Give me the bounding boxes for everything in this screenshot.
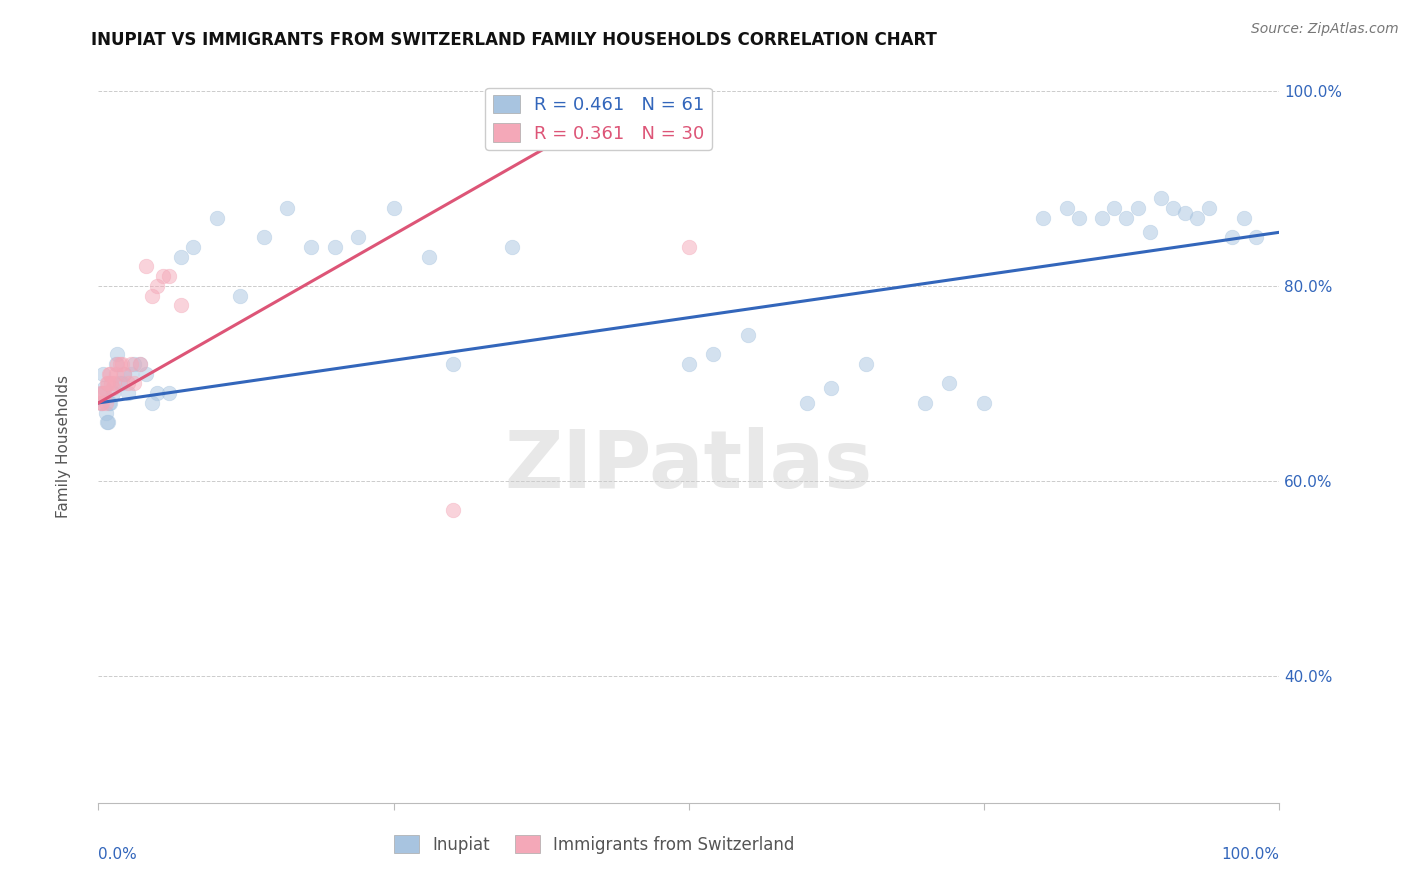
Point (702, 347, 724, 361)
Point (796, 396, 818, 410)
Point (105, 357, 128, 371)
Point (94, 406, 117, 420)
Point (855, 357, 877, 371)
Point (108, 357, 131, 371)
Point (98, 367, 121, 381)
Point (973, 396, 995, 410)
Point (97, 376, 120, 391)
Point (91, 396, 114, 410)
Point (91, 386, 114, 401)
Point (501, 240, 523, 254)
Text: 0.0%: 0.0% (98, 847, 138, 862)
Point (441, 357, 464, 371)
Point (157, 386, 180, 401)
Point (1198, 201, 1220, 215)
Point (299, 240, 322, 254)
Point (89, 386, 111, 401)
Point (157, 269, 180, 284)
Point (1185, 211, 1208, 225)
Point (1244, 230, 1267, 244)
Point (117, 386, 139, 401)
Point (135, 367, 157, 381)
Point (128, 357, 150, 371)
Point (170, 250, 193, 264)
Point (347, 230, 370, 244)
Point (1056, 201, 1078, 215)
Point (117, 376, 139, 391)
Point (323, 240, 346, 254)
Point (128, 357, 150, 371)
Text: INUPIAT VS IMMIGRANTS FROM SWITZERLAND FAMILY HOUSEHOLDS CORRELATION CHART: INUPIAT VS IMMIGRANTS FROM SWITZERLAND F… (91, 31, 938, 49)
Point (205, 211, 228, 225)
Point (121, 357, 143, 371)
Point (105, 367, 128, 381)
Point (96, 376, 118, 391)
Point (97, 416, 120, 430)
Point (146, 386, 169, 401)
Point (122, 376, 145, 391)
Point (276, 201, 298, 215)
Point (1032, 211, 1054, 225)
Point (103, 376, 125, 391)
Point (91, 386, 114, 401)
Text: Family Households: Family Households (56, 375, 70, 517)
Point (108, 376, 131, 391)
Point (737, 327, 759, 342)
Point (112, 367, 135, 381)
Point (91, 367, 114, 381)
Point (1161, 201, 1184, 215)
Point (100, 376, 122, 391)
Point (1115, 211, 1137, 225)
Point (1126, 201, 1149, 215)
Point (96, 416, 118, 430)
Point (101, 386, 124, 401)
Point (1220, 230, 1243, 244)
Point (90, 396, 112, 410)
Point (441, 503, 464, 517)
Point (90, 396, 112, 410)
Text: Source: ZipAtlas.com: Source: ZipAtlas.com (1251, 22, 1399, 37)
Point (93, 381, 115, 395)
Point (1102, 201, 1125, 215)
Point (382, 201, 405, 215)
Point (1174, 206, 1197, 220)
Point (122, 357, 145, 371)
Point (1150, 191, 1173, 205)
Point (152, 269, 174, 284)
Point (94, 396, 117, 410)
Point (98, 396, 121, 410)
Point (914, 396, 936, 410)
Point (1233, 211, 1256, 225)
Point (229, 288, 252, 302)
Text: ZIPatlas: ZIPatlas (505, 427, 873, 506)
Point (1067, 211, 1090, 225)
Point (418, 250, 440, 264)
Point (141, 288, 163, 302)
Point (121, 367, 143, 381)
Point (111, 357, 134, 371)
Point (678, 357, 700, 371)
Legend: Inupiat, Immigrants from Switzerland: Inupiat, Immigrants from Switzerland (388, 829, 801, 860)
Point (98, 367, 121, 381)
Point (111, 376, 134, 391)
Point (678, 240, 700, 254)
Point (141, 396, 163, 410)
Point (253, 230, 276, 244)
Point (170, 298, 193, 312)
Point (93, 386, 115, 401)
Point (1091, 211, 1114, 225)
Point (820, 381, 842, 395)
Point (101, 381, 124, 395)
Point (105, 357, 128, 371)
Point (181, 240, 204, 254)
Text: 100.0%: 100.0% (1222, 847, 1279, 862)
Point (938, 376, 960, 391)
Point (146, 279, 169, 293)
Point (98, 396, 121, 410)
Point (135, 260, 157, 274)
Point (105, 347, 128, 361)
Point (1139, 225, 1161, 239)
Point (112, 367, 135, 381)
